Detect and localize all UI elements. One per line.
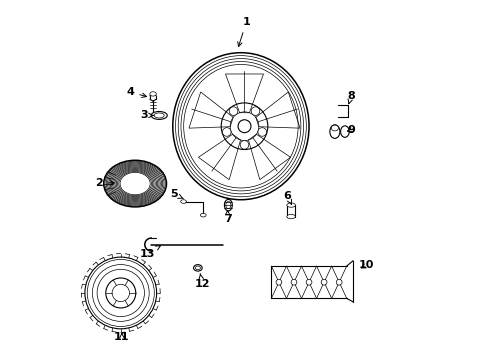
Circle shape xyxy=(87,260,154,327)
Circle shape xyxy=(321,279,326,285)
Ellipse shape xyxy=(149,92,156,96)
Ellipse shape xyxy=(193,265,202,271)
Text: 5: 5 xyxy=(170,189,183,199)
Ellipse shape xyxy=(286,203,295,207)
Ellipse shape xyxy=(330,125,338,131)
Ellipse shape xyxy=(340,126,348,137)
Ellipse shape xyxy=(178,59,303,194)
Ellipse shape xyxy=(180,200,186,203)
Circle shape xyxy=(238,120,250,133)
Circle shape xyxy=(105,278,136,308)
Circle shape xyxy=(222,128,231,136)
Circle shape xyxy=(230,112,258,140)
Ellipse shape xyxy=(224,199,232,211)
Ellipse shape xyxy=(200,213,206,217)
Circle shape xyxy=(290,279,296,285)
Ellipse shape xyxy=(195,266,200,270)
Circle shape xyxy=(85,257,156,329)
Text: 13: 13 xyxy=(139,246,160,258)
Text: 1: 1 xyxy=(237,17,250,46)
Circle shape xyxy=(221,103,267,149)
Circle shape xyxy=(229,107,237,116)
Circle shape xyxy=(257,128,266,136)
Circle shape xyxy=(251,107,259,116)
Ellipse shape xyxy=(175,56,305,197)
Circle shape xyxy=(240,140,248,149)
Ellipse shape xyxy=(151,112,167,120)
Ellipse shape xyxy=(183,64,298,188)
Circle shape xyxy=(305,279,311,285)
Ellipse shape xyxy=(103,160,166,207)
Text: 4: 4 xyxy=(126,87,146,98)
Text: 2: 2 xyxy=(95,178,114,188)
Ellipse shape xyxy=(225,202,230,209)
Text: 3: 3 xyxy=(140,111,153,121)
Text: 12: 12 xyxy=(194,274,209,289)
Text: 7: 7 xyxy=(224,211,231,224)
Text: 8: 8 xyxy=(347,91,354,104)
Ellipse shape xyxy=(172,53,308,200)
Ellipse shape xyxy=(154,113,164,118)
Text: 11: 11 xyxy=(114,332,129,342)
Circle shape xyxy=(112,284,129,302)
Circle shape xyxy=(336,279,341,285)
Text: 9: 9 xyxy=(346,125,355,135)
Ellipse shape xyxy=(181,62,300,191)
Text: 10: 10 xyxy=(358,260,373,270)
Ellipse shape xyxy=(286,215,295,219)
Circle shape xyxy=(276,279,281,285)
Text: 6: 6 xyxy=(283,191,291,204)
Ellipse shape xyxy=(329,125,339,138)
